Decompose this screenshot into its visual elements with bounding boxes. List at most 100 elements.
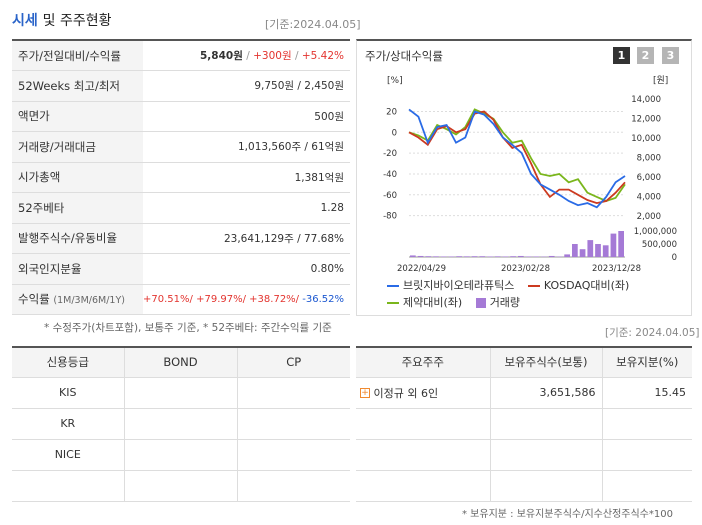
legend-pharma: 제약대비(좌) [387,296,462,309]
volume-bar [471,256,478,257]
quote-value: 23,641,129주 / 77.68% [223,232,344,245]
volume-bar [425,256,432,257]
holder-name-cell[interactable]: + 이정규 외 6인 [356,377,490,409]
volume-bar [502,256,509,257]
right-axis-unit: [원] [653,75,668,86]
stock-line [408,108,626,209]
table-row: KIS [12,377,350,409]
table-header-row: 신용등급 BOND CP [12,347,350,378]
quote-label: 52주베타 [12,192,144,223]
volume-bar [602,245,609,257]
y2-tick-label: 12,000 [631,115,661,125]
volume-bar [610,233,617,257]
agency-name: KR [12,408,124,440]
quote-row: 발행주식수/유동비율 23,641,129주 / 77.68% [12,223,350,254]
chart-period-button-1[interactable]: 1 [613,47,630,64]
quote-row: 액면가 500원 [12,101,350,132]
price-change: +300원 [253,50,292,62]
legend-swatch [387,302,399,304]
quote-value: 1,013,560주 / 61억원 [238,141,344,154]
y-tick-label: -60 [383,191,397,201]
agency-name: NICE [12,439,124,471]
legend-swatch [387,285,399,287]
volume-bar [533,256,540,257]
quote-row: 거래량/거래대금 1,013,560주 / 61억원 [12,131,350,162]
quote-value: 0.80% [310,262,344,275]
y-tick-label: -20 [383,149,397,159]
volume-bar [510,256,516,257]
col-header: BOND [123,347,237,378]
chart-title: 주가/상대수익률 [365,49,443,63]
holder-pct: 15.45 [601,377,692,409]
chart-legend: 브릿지바이오테라퓨틱스 KOSDAQ대비(좌) [387,277,629,293]
quote-date: [기준:2024.04.05] [265,18,361,31]
quote-row: 시가총액 1,381억원 [12,162,350,193]
holders-table: 주요주주 보유주식수(보통) 보유지분(%) + 이정규 외 6인 3,651,… [356,346,692,502]
volume-bar [579,249,586,257]
volume-bar [548,255,555,257]
quote-label: 외국인지분율 [12,253,144,284]
legend-volume: 거래량 [475,296,520,309]
col-header: 보유지분(%) [601,347,692,378]
quote-value: +70.51%/ +79.97%/ +38.72%/ -36.52% [143,293,344,305]
chart-panel: 주가/상대수익률 1 2 3 [%] [원] 20 0 -20 -40 -60 -80 14,0… [356,39,692,316]
holder-shares: 3,651,586 [489,377,602,409]
credit-table: 신용등급 BOND CP KIS KR NICE [12,346,350,502]
volume-bar [595,244,601,257]
quote-note: * 수정주가(차트포함), 보통주 기준, * 52주베타: 주간수익률 기준 [44,322,332,334]
volume-bar [479,256,486,257]
volume-bar [587,240,594,257]
volume-tick-label: 0 [672,253,677,263]
table-row: + 이정규 외 6인 3,651,586 15.45 [356,377,692,409]
y2-tick-label: 4,000 [637,193,661,203]
volume-bar [487,256,493,257]
left-axis-unit: [%] [387,76,403,86]
quote-label: 주가/전일대비/수익률 [12,40,144,71]
y2-tick-label: 2,000 [637,212,661,222]
table-row [356,470,692,502]
quote-row: 52Weeks 최고/최저 9,750원 / 2,450원 [12,70,350,101]
volume-bar [518,255,524,257]
quote-label: 52Weeks 최고/최저 [12,70,144,101]
quote-value: 1.28 [320,201,344,214]
col-header: 주요주주 [356,347,490,378]
volume-bar [494,256,501,257]
chart-period-button-2[interactable]: 2 [637,47,654,64]
volume-bar [417,255,424,257]
holders-date: [기준: 2024.04.05] [605,327,700,339]
legend-swatch [527,285,540,287]
x-tick-label: 2023/02/28 [501,264,550,274]
chart-period-button-3[interactable]: 3 [662,47,679,64]
price-chart: [%] [원] 20 0 -20 -40 -60 -80 14,000 12,000 10,000 8… [383,75,677,274]
quote-row: 수익률 (1M/3M/6M/1Y) +70.51%/ +79.97%/ +38.… [12,284,350,315]
quote-label: 거래량/거래대금 [12,131,144,162]
quote-value: 500원 [314,110,344,123]
volume-bar [448,256,455,257]
volume-bar [464,256,470,257]
legend-kosdaq: KOSDAQ대비(좌) [527,279,629,292]
y-tick-label: 0 [392,128,397,138]
col-header: 보유주식수(보통) [489,347,602,378]
title-sub: 및 주주현황 [42,13,112,29]
y2-tick-label: 8,000 [637,154,661,164]
x-tick-label: 2023/12/28 [592,264,641,274]
quote-row: 52주베타 1.28 [12,192,350,223]
table-row: NICE [12,439,350,471]
legend-swatch [475,298,486,308]
price-rate: +5.42% [301,50,344,62]
pharma-line [408,108,626,202]
quote-label: 수익률 (1M/3M/6M/1Y) [12,284,144,315]
expand-plus-icon[interactable]: + [360,387,370,398]
y-tick-label: -40 [383,170,397,180]
y2-tick-label: 6,000 [637,173,661,183]
volume-bar [525,256,532,257]
title-main: 시세 [12,13,38,29]
quote-label: 시가총액 [12,162,144,193]
y-tick-label: 20 [386,107,397,117]
price: 5,840원 [200,50,243,62]
chart-legend-2: 제약대비(좌) 거래량 [387,294,520,310]
holders-note: * 보유지분 : 보유지분주식수/지수산정주식수*100 [462,509,673,520]
y-tick-label: -80 [383,212,397,222]
table-header-row: 주요주주 보유주식수(보통) 보유지분(%) [356,347,692,378]
table-row: KR [12,408,350,440]
